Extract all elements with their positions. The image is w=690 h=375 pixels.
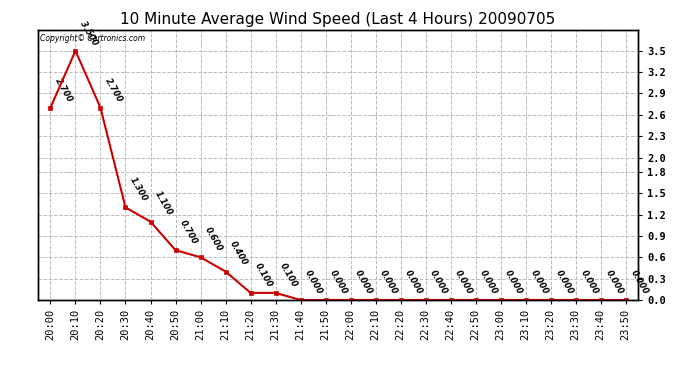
Text: 0.000: 0.000: [304, 268, 324, 296]
Text: 0.000: 0.000: [353, 268, 375, 296]
Text: 0.000: 0.000: [328, 268, 349, 296]
Text: 1.300: 1.300: [128, 176, 149, 203]
Text: 0.700: 0.700: [178, 218, 199, 246]
Text: 0.000: 0.000: [404, 268, 424, 296]
Text: 0.000: 0.000: [578, 268, 600, 296]
Text: 0.000: 0.000: [604, 268, 624, 296]
Text: 1.100: 1.100: [153, 190, 175, 217]
Text: 0.000: 0.000: [553, 268, 575, 296]
Text: 0.000: 0.000: [529, 268, 549, 296]
Text: 0.000: 0.000: [453, 268, 475, 296]
Text: 0.400: 0.400: [228, 240, 249, 267]
Text: 0.600: 0.600: [204, 225, 224, 253]
Title: 10 Minute Average Wind Speed (Last 4 Hours) 20090705: 10 Minute Average Wind Speed (Last 4 Hou…: [121, 12, 555, 27]
Text: 2.700: 2.700: [104, 76, 124, 104]
Text: 0.100: 0.100: [278, 261, 299, 289]
Text: 0.000: 0.000: [629, 268, 649, 296]
Text: 0.000: 0.000: [504, 268, 524, 296]
Text: 0.000: 0.000: [378, 268, 400, 296]
Text: 0.100: 0.100: [253, 261, 275, 289]
Text: 0.000: 0.000: [478, 268, 500, 296]
Text: 2.700: 2.700: [53, 76, 75, 104]
Text: 0.000: 0.000: [428, 268, 449, 296]
Text: 3.500: 3.500: [78, 19, 99, 46]
Text: Copyright© Cartronics.com: Copyright© Cartronics.com: [40, 34, 145, 43]
